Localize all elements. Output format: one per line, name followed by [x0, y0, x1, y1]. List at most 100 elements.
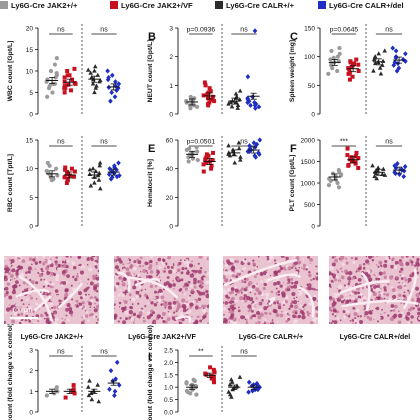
tissue-cell	[136, 274, 140, 277]
tissue-cell	[93, 286, 97, 291]
tissue-cell	[135, 294, 140, 299]
tissue-cell	[84, 274, 87, 277]
tissue-cell	[373, 275, 375, 278]
tissue-cell	[306, 283, 309, 286]
tissue-cell	[70, 291, 72, 294]
tissue-vessel	[266, 273, 302, 282]
tissue-cell	[308, 273, 312, 278]
tissue-cell	[120, 306, 125, 311]
tissue-cell	[15, 280, 19, 284]
data-point-triangle	[238, 157, 243, 162]
tissue-cell	[20, 299, 23, 302]
tissue-cell	[254, 275, 257, 279]
tissue-cell	[94, 290, 96, 292]
tissue-cell	[156, 274, 159, 277]
tissue-cell	[289, 277, 294, 281]
tissue-cell	[130, 317, 135, 322]
tissue-cell	[179, 279, 182, 282]
tissue-cell	[154, 285, 158, 288]
panel-letter: I	[148, 351, 151, 363]
tissue-cell	[202, 285, 204, 288]
tissue-cell	[172, 311, 176, 314]
data-point-triangle	[234, 383, 240, 388]
tissue-cell	[373, 318, 375, 320]
tissue-cell	[398, 259, 402, 263]
tissue-cell	[224, 279, 228, 283]
tissue-cell	[90, 298, 94, 303]
tissue-cell	[178, 261, 182, 266]
tissue-cell	[331, 256, 335, 259]
tissue-cell	[417, 307, 420, 311]
data-point-dot	[184, 381, 189, 386]
tissue-cell	[28, 257, 33, 261]
histology-image-calr-wt	[223, 256, 318, 324]
tissue-cell	[287, 317, 291, 321]
tissue-cell	[84, 293, 87, 296]
tissue-cell	[138, 290, 141, 293]
tissue-cell	[388, 297, 392, 301]
tissue-cell	[125, 267, 130, 271]
y-axis-label: PLT count [Gpt/L]	[289, 155, 296, 212]
tissue-cell	[234, 286, 238, 289]
tissue-cell	[352, 322, 354, 324]
y-tick-label: 3	[169, 26, 173, 33]
data-point-dot	[184, 388, 190, 394]
tissue-cell	[344, 293, 347, 296]
tissue-cell	[4, 320, 6, 324]
tissue-cell	[329, 266, 332, 269]
tissue-cell	[387, 260, 391, 264]
data-point-dot	[55, 173, 60, 178]
tissue-cell	[309, 257, 313, 262]
data-point-square	[65, 69, 70, 73]
tissue-cell	[311, 287, 314, 291]
tissue-cell	[182, 285, 186, 288]
tissue-cell	[172, 263, 175, 265]
significance-label: ns	[240, 27, 248, 34]
tissue-cell	[52, 272, 56, 276]
tissue-cell	[193, 272, 196, 275]
data-point-triangle	[236, 140, 242, 145]
tissue-cell	[139, 256, 143, 260]
data-point-dot	[188, 106, 193, 111]
tissue-cell	[90, 257, 94, 261]
tissue-cell	[25, 271, 28, 274]
tissue-cell	[243, 304, 245, 306]
data-point-square	[70, 77, 75, 82]
tissue-cell	[399, 262, 404, 267]
tissue-cell	[10, 262, 13, 265]
tissue-cell	[11, 319, 16, 324]
tissue-cell	[343, 299, 346, 302]
significance-label: ns	[385, 27, 393, 34]
tissue-cell	[245, 287, 248, 290]
tissue-cell	[42, 263, 45, 266]
tissue-cell	[281, 310, 283, 313]
data-point-square	[203, 158, 208, 163]
tissue-cell	[146, 296, 149, 300]
tissue-cell	[390, 256, 393, 259]
y-tick-label: 0.0	[164, 410, 173, 417]
panel-A: 0 5 10 15 20 WBC count [Gpt/L] ns ns	[7, 24, 122, 119]
tissue-cell	[27, 262, 29, 264]
data-point-triangle	[229, 379, 235, 384]
tissue-cell	[129, 299, 131, 301]
tissue-cell	[65, 259, 70, 263]
tissue-cell	[153, 321, 156, 323]
tissue-cell	[156, 314, 161, 319]
data-point-dot	[195, 157, 200, 163]
data-point-diamond	[250, 388, 255, 394]
y-tick-label: 0	[169, 224, 173, 231]
tissue-cell	[345, 257, 348, 260]
y-tick-label: 15	[26, 138, 34, 145]
tissue-vessel	[134, 278, 161, 287]
tissue-cell	[405, 261, 410, 266]
tissue-cell	[303, 308, 305, 310]
tissue-cell	[202, 318, 204, 321]
tissue-cell	[383, 263, 388, 268]
tissue-cell	[133, 272, 136, 275]
tissue-cell	[381, 308, 383, 311]
tissue-cell	[204, 270, 207, 274]
data-point-triangle	[92, 180, 97, 185]
tissue-cell	[277, 261, 280, 264]
tissue-cell	[162, 299, 165, 303]
tissue-cell	[132, 285, 137, 290]
